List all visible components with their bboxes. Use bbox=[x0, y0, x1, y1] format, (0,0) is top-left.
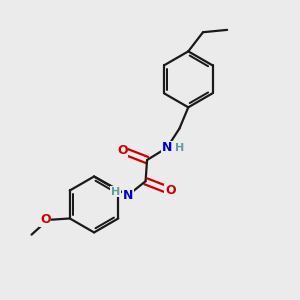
Text: N: N bbox=[162, 141, 172, 154]
Text: O: O bbox=[40, 213, 51, 226]
Text: O: O bbox=[165, 184, 175, 197]
Text: O: O bbox=[117, 144, 128, 157]
Text: N: N bbox=[123, 189, 133, 202]
Text: H: H bbox=[111, 187, 120, 197]
Text: H: H bbox=[175, 143, 184, 153]
